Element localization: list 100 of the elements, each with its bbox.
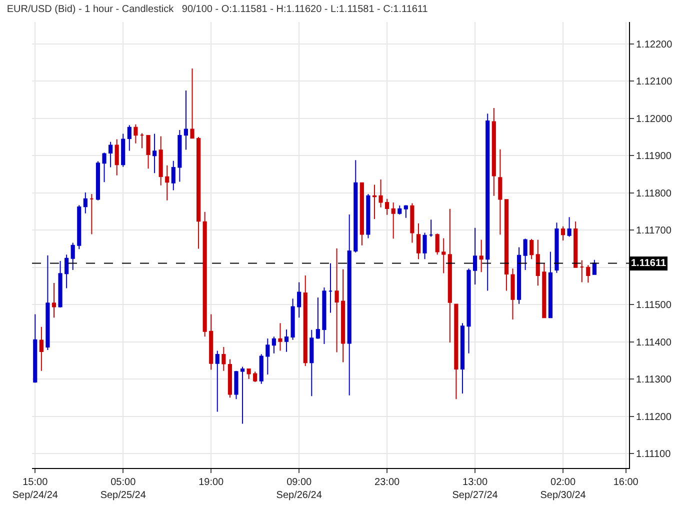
y-tick-label: 1.12000 [636, 114, 673, 125]
candlestick [33, 314, 38, 384]
candlestick [347, 214, 352, 396]
candlestick [108, 141, 113, 168]
candlestick [215, 350, 220, 412]
y-tick-label: 1.11100 [636, 448, 672, 460]
y-tick-label: 1.12200 [636, 39, 673, 50]
candlestick [473, 227, 478, 285]
y-tick-label: 1.11200 [636, 412, 672, 423]
candlestick [290, 298, 295, 340]
candlestick [523, 238, 528, 270]
candlestick [328, 262, 333, 314]
candlestick [385, 198, 390, 216]
candlestick [398, 205, 402, 215]
candlestick [77, 204, 82, 250]
y-tick-label: 1.11800 [636, 188, 672, 200]
candlestick [366, 194, 370, 239]
candlestick [548, 251, 552, 318]
candlestick [310, 329, 314, 397]
candlestick [178, 129, 182, 182]
candlestick [492, 108, 496, 196]
candlestick [530, 238, 534, 260]
x-tick-label: 09:00 Sep/26/24 [276, 477, 322, 501]
candlestick [209, 314, 214, 370]
candlestick [234, 370, 238, 400]
candlestick [228, 358, 232, 398]
candlestick [334, 248, 339, 353]
candlestick [171, 160, 176, 191]
candlestick [372, 184, 377, 220]
ref-line-label: 1.11611 [631, 258, 666, 269]
x-tick-label: 16:00 [613, 477, 639, 488]
candlestick [39, 326, 44, 372]
candlestick [378, 178, 383, 208]
candlestick [246, 368, 251, 380]
y-tick-label: 1.11300 [636, 374, 672, 386]
candlestick [158, 136, 163, 186]
candlestick [404, 204, 408, 218]
candlestick [284, 329, 289, 352]
candlestick [479, 239, 484, 273]
candlestick [240, 366, 245, 424]
x-tick-label: 02:00 Sep/30/24 [540, 477, 586, 501]
candlestick [422, 232, 427, 260]
candlestick [391, 202, 396, 240]
candlestick [510, 268, 515, 320]
candlestick [190, 68, 194, 139]
candlestick [114, 138, 119, 176]
candlestick [454, 304, 458, 400]
candlestick [146, 134, 150, 170]
candlestick [202, 211, 207, 338]
candlestick [165, 164, 170, 201]
candlestick [297, 282, 302, 318]
candlestick [102, 152, 106, 183]
y-tick-label: 1.11400 [636, 337, 672, 348]
candlestick [460, 322, 465, 394]
candlestick [266, 338, 270, 376]
chart-title: EUR/USD (Bid) - 1 hour - Candlestick 90/100 - O:1.11581 - H:1.11620 - L:1.11581 - C:1.11611 [6, 4, 428, 16]
candlestick [554, 222, 559, 274]
candlestick [542, 262, 546, 318]
candlestick [410, 202, 414, 244]
candlestick [46, 254, 50, 350]
y-tick-label: 1.11900 [636, 151, 672, 162]
candlestick [272, 336, 276, 354]
candlestick [504, 199, 508, 292]
y-tick-label: 1.12100 [636, 76, 673, 88]
candlestick [140, 132, 144, 149]
y-tick-label: 1.11700 [636, 226, 672, 237]
candlestick [435, 232, 440, 256]
candlestick [416, 222, 421, 260]
x-tick-label: 13:00 Sep/27/24 [452, 477, 498, 501]
candlestick [121, 133, 126, 168]
candlestick [152, 133, 157, 174]
candlestick [560, 226, 566, 242]
candlestick [90, 194, 94, 235]
candlestick [322, 286, 326, 345]
candlestick [96, 160, 100, 201]
candlestick [354, 160, 358, 253]
x-tick-label: 19:00 [198, 477, 224, 488]
x-tick-label: 05:00 Sep/25/24 [100, 477, 146, 501]
candlestick [442, 238, 446, 274]
candlestick [278, 322, 282, 352]
candlestick [83, 192, 88, 214]
candlestick [498, 148, 502, 236]
candlestick [259, 354, 264, 384]
candlestick [360, 182, 364, 246]
candlestick [64, 254, 69, 289]
x-tick-label: 23:00 [374, 477, 400, 488]
candlestick [196, 136, 201, 250]
x-tick-label: 15:00 Sep/24/24 [12, 477, 58, 501]
candlestick [516, 246, 522, 304]
candlestick [184, 90, 188, 150]
candlestick [448, 208, 452, 344]
candlestick [466, 268, 471, 354]
candlestick [134, 124, 138, 144]
candlestick [303, 275, 308, 366]
candlestick [429, 219, 434, 238]
y-tick-label: 1.11500 [636, 300, 672, 312]
candlestick [222, 346, 226, 372]
candlestick [574, 221, 578, 268]
candlestick [567, 216, 572, 238]
candlestick [341, 268, 346, 363]
